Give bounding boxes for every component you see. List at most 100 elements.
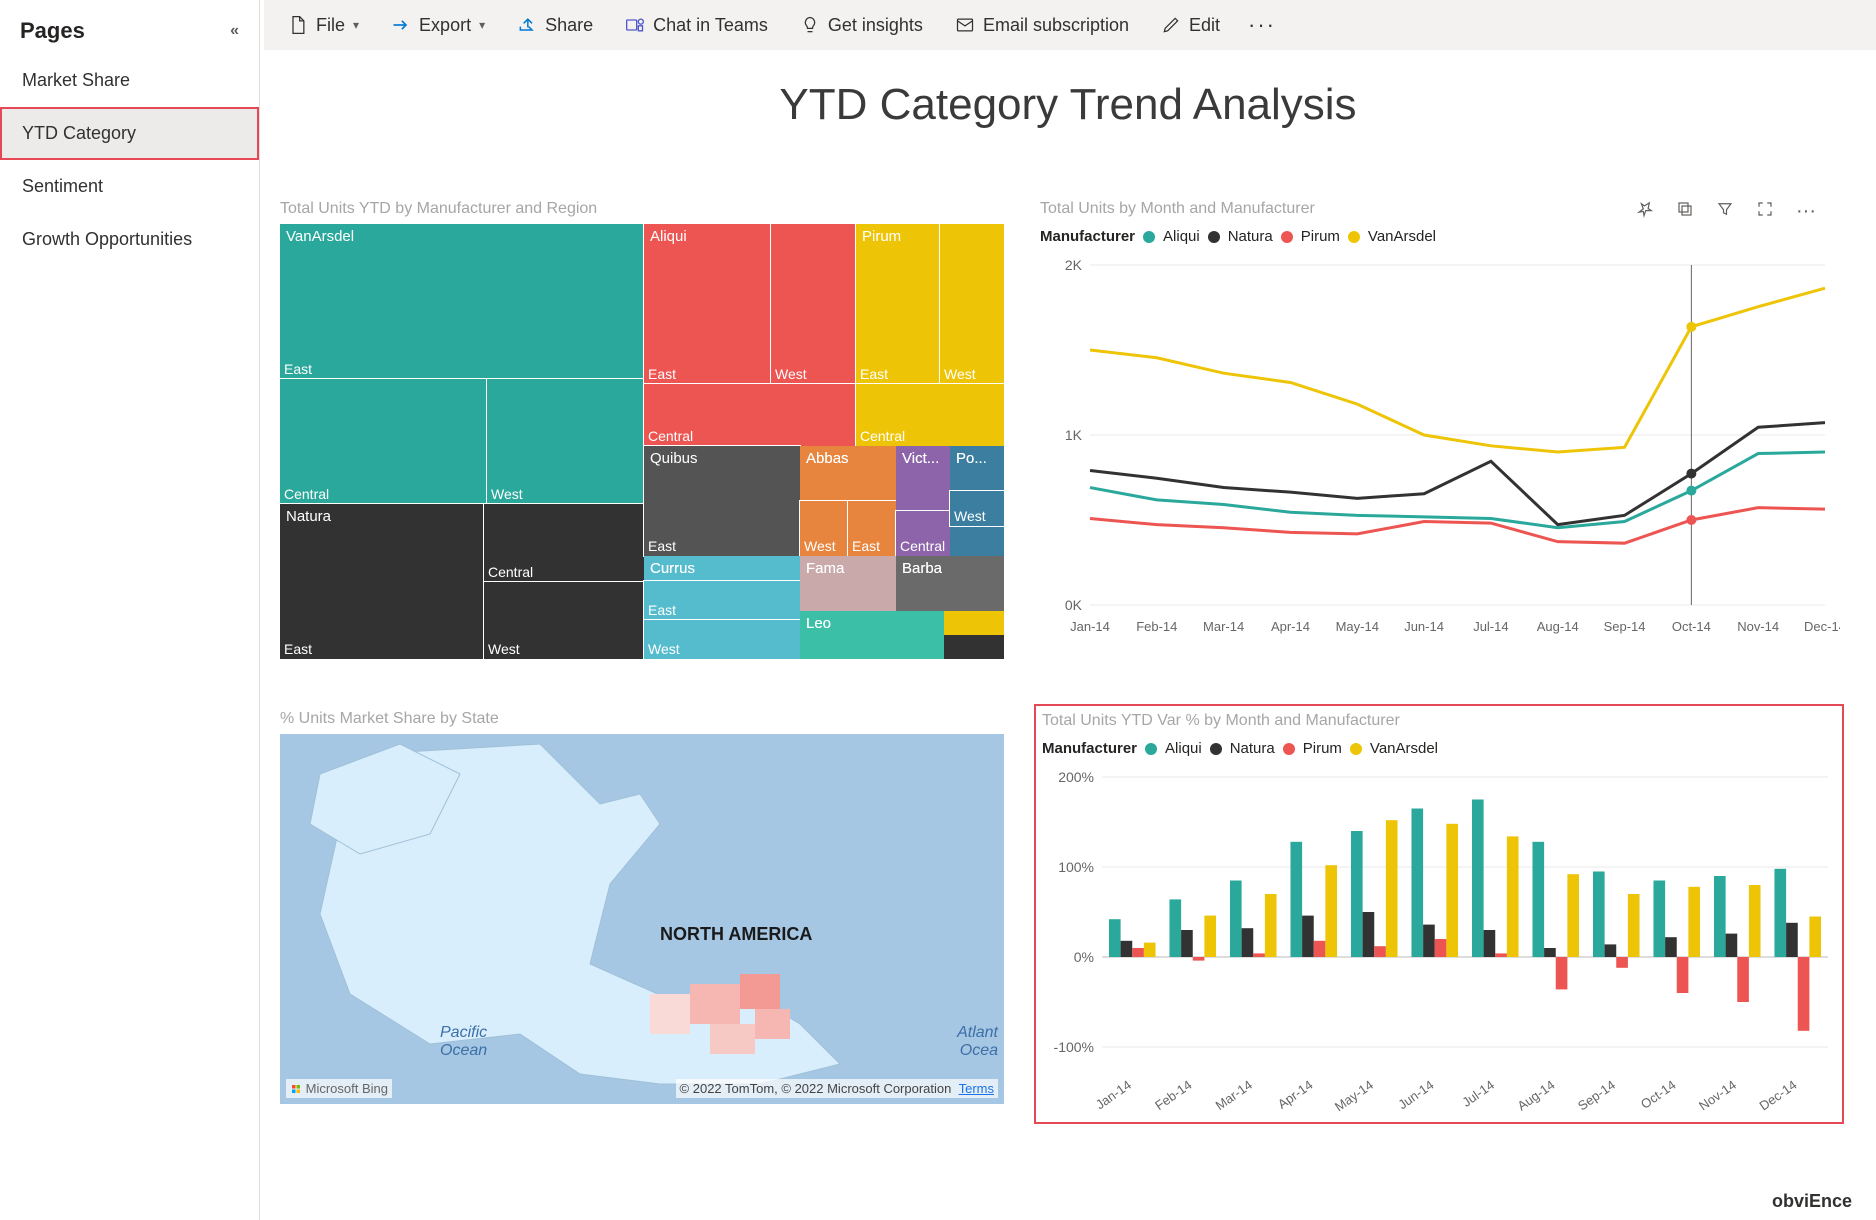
map-attribution: Microsoft Bing: [286, 1079, 392, 1098]
chevron-down-icon: ▾: [353, 18, 359, 32]
treemap-region[interactable]: East: [280, 224, 644, 379]
bulb-icon: [800, 15, 820, 35]
page-tab[interactable]: Sentiment: [0, 160, 259, 213]
map-copyright: © 2022 TomTom, © 2022 Microsoft Corporat…: [676, 1079, 998, 1098]
page-tab[interactable]: Growth Opportunities: [0, 213, 259, 266]
svg-text:1K: 1K: [1065, 427, 1083, 443]
treemap-region[interactable]: Central: [280, 379, 487, 504]
ocean-left: Pacific Ocean: [440, 1024, 487, 1060]
svg-text:Jun-14: Jun-14: [1404, 619, 1444, 634]
bar-chart-visual[interactable]: Total Units YTD Var % by Month and Manuf…: [1034, 704, 1844, 1124]
pencil-icon: [1161, 15, 1181, 35]
mail-icon: [955, 15, 975, 35]
treemap-region[interactable]: East: [280, 504, 484, 659]
svg-text:Mar-14: Mar-14: [1213, 1077, 1255, 1113]
map-visual[interactable]: % Units Market Share by State NORTH AMER…: [280, 710, 1004, 1104]
line-chart-svg: 0K 1K 2K Jan-14 Feb-14 Mar-14 Apr-14 May-14 Jun-…: [1040, 255, 1840, 645]
insights-button[interactable]: Get insights: [786, 9, 937, 42]
treemap-title: Total Units YTD by Manufacturer and Regi…: [280, 200, 1004, 224]
map-terms-link[interactable]: Terms: [959, 1081, 994, 1096]
chat-teams-button[interactable]: Chat in Teams: [611, 9, 782, 42]
svg-text:200%: 200%: [1058, 769, 1094, 785]
svg-text:-100%: -100%: [1054, 1039, 1094, 1055]
treemap-region[interactable]: Central: [896, 511, 950, 556]
bar-title: Total Units YTD Var % by Month and Manuf…: [1042, 712, 1836, 736]
teams-icon: [625, 15, 645, 35]
export-menu[interactable]: Export▾: [377, 9, 499, 42]
treemap-region[interactable]: West: [800, 501, 848, 556]
treemap-cell[interactable]: [944, 635, 1004, 659]
treemap-cell[interactable]: Fama: [800, 556, 896, 611]
treemap-cell[interactable]: Leo: [800, 611, 944, 659]
treemap-region[interactable]: Central: [644, 384, 856, 446]
top-toolbar: File▾ Export▾ Share Chat in Teams Get in…: [264, 0, 1876, 50]
svg-text:0K: 0K: [1065, 597, 1083, 613]
line-chart-visual[interactable]: Total Units by Month and Manufacturer Ma…: [1040, 200, 1840, 650]
treemap-region[interactable]: East: [644, 224, 771, 384]
svg-text:Feb-14: Feb-14: [1152, 1077, 1194, 1113]
edit-button[interactable]: Edit: [1147, 9, 1234, 42]
share-button[interactable]: Share: [503, 9, 607, 42]
page-tab[interactable]: Market Share: [0, 54, 259, 107]
treemap-region[interactable]: East: [856, 224, 940, 384]
treemap-region[interactable]: West: [940, 224, 1004, 384]
svg-text:Sep-14: Sep-14: [1604, 619, 1646, 634]
email-sub-button[interactable]: Email subscription: [941, 9, 1143, 42]
treemap-region[interactable]: Central: [484, 504, 644, 582]
bar-legend: ManufacturerAliquiNaturaPirumVanArsdel: [1042, 736, 1836, 767]
chevron-down-icon: ▾: [479, 18, 485, 32]
treemap-region[interactable]: West: [771, 224, 856, 384]
map-title: % Units Market Share by State: [280, 710, 1004, 734]
treemap-region[interactable]: East: [848, 501, 896, 556]
svg-text:Mar-14: Mar-14: [1203, 619, 1244, 634]
ocean-right: Atlant Ocea: [957, 1024, 998, 1060]
treemap-region[interactable]: West: [487, 379, 644, 504]
map-container[interactable]: NORTH AMERICA Pacific Ocean Atlant Ocea …: [280, 734, 1004, 1104]
treemap-cell[interactable]: Barba: [896, 556, 1004, 611]
pages-pane: Pages « Market ShareYTD CategorySentimen…: [0, 0, 260, 1220]
svg-text:Apr-14: Apr-14: [1271, 619, 1310, 634]
branding-label: obviEnce: [1772, 1191, 1852, 1212]
bar-chart-svg: -100% 0% 100% 200% Jan-14 Feb-14 Mar-14 Apr-14 M…: [1042, 767, 1838, 1117]
svg-text:Apr-14: Apr-14: [1275, 1077, 1316, 1112]
svg-text:Dec-14: Dec-14: [1757, 1077, 1800, 1113]
treemap-region[interactable]: West: [644, 620, 800, 659]
file-menu[interactable]: File▾: [274, 9, 373, 42]
share-icon: [517, 15, 537, 35]
line-legend: ManufacturerAliquiNaturaPirumVanArsdel: [1040, 224, 1840, 255]
treemap-cell[interactable]: [944, 611, 1004, 635]
line-title: Total Units by Month and Manufacturer: [1040, 200, 1840, 224]
svg-text:May-14: May-14: [1336, 619, 1379, 634]
svg-text:Oct-14: Oct-14: [1638, 1077, 1679, 1112]
svg-text:Dec-14: Dec-14: [1804, 619, 1840, 634]
svg-text:Jul-14: Jul-14: [1459, 1077, 1497, 1110]
pages-header: Pages: [20, 18, 85, 44]
treemap-region[interactable]: West: [484, 582, 644, 659]
treemap-region[interactable]: East: [644, 446, 800, 556]
page-tab[interactable]: YTD Category: [0, 107, 259, 160]
svg-text:100%: 100%: [1058, 859, 1094, 875]
report-canvas: YTD Category Trend Analysis ··· Total Un…: [260, 50, 1876, 1220]
file-icon: [288, 15, 308, 35]
svg-text:Aug-14: Aug-14: [1537, 619, 1579, 634]
svg-text:Nov-14: Nov-14: [1696, 1077, 1739, 1113]
map-svg: [280, 734, 1004, 1104]
collapse-pane-icon[interactable]: «: [230, 22, 239, 40]
svg-text:2K: 2K: [1065, 257, 1083, 273]
svg-text:Oct-14: Oct-14: [1672, 619, 1711, 634]
svg-text:0%: 0%: [1074, 949, 1094, 965]
treemap-visual[interactable]: Total Units YTD by Manufacturer and Regi…: [280, 200, 1004, 659]
svg-text:Jan-14: Jan-14: [1070, 619, 1110, 634]
svg-text:Sep-14: Sep-14: [1575, 1077, 1618, 1113]
svg-text:Jul-14: Jul-14: [1473, 619, 1508, 634]
svg-text:Nov-14: Nov-14: [1737, 619, 1779, 634]
treemap-region[interactable]: Central: [856, 384, 1004, 446]
svg-text:May-14: May-14: [1332, 1077, 1376, 1114]
more-menu[interactable]: ···: [1238, 8, 1286, 42]
report-title: YTD Category Trend Analysis: [260, 50, 1876, 140]
treemap-region[interactable]: East: [644, 581, 800, 620]
svg-text:Feb-14: Feb-14: [1136, 619, 1177, 634]
svg-text:Jan-14: Jan-14: [1093, 1077, 1134, 1112]
map-label: NORTH AMERICA: [660, 924, 812, 945]
treemap-region[interactable]: West: [950, 491, 1004, 526]
